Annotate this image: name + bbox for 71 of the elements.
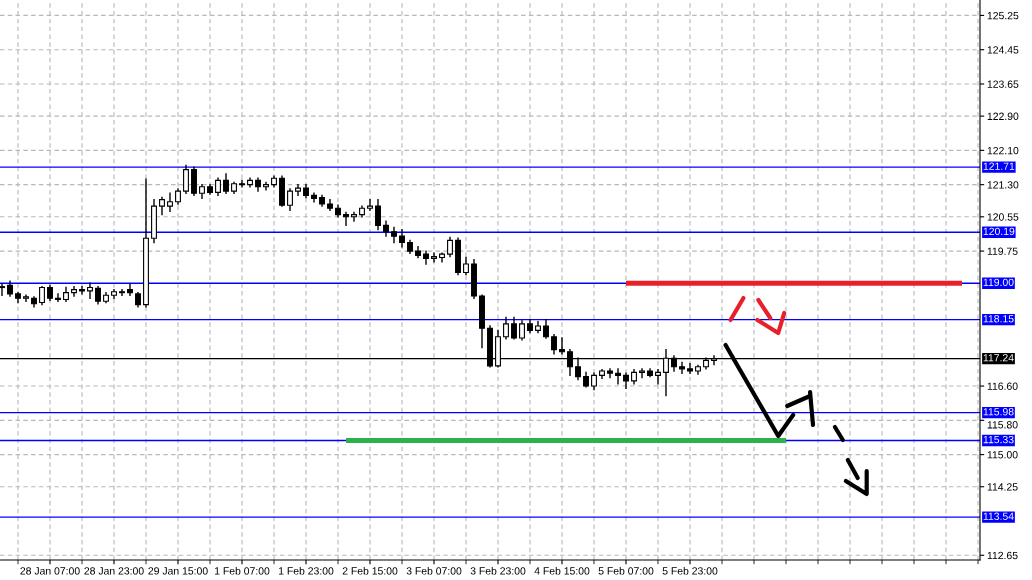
candlestick	[311, 192, 317, 203]
candlestick	[183, 164, 189, 194]
candlestick	[79, 285, 85, 295]
candlestick	[423, 250, 429, 265]
y-tick-label: 115.80	[987, 421, 1018, 429]
candlestick	[367, 198, 373, 212]
candlestick	[375, 198, 381, 231]
candlestick	[295, 183, 301, 197]
x-tick-label: 28 Jan 07:00	[20, 567, 80, 575]
candlestick	[551, 333, 557, 355]
x-tick-label: 2 Feb 15:00	[342, 566, 398, 575]
candlestick	[87, 282, 93, 299]
x-tick-label: 3 Feb 07:00	[406, 566, 462, 575]
candlestick	[71, 285, 77, 297]
y-tick-label: 121.30	[987, 181, 1019, 189]
y-tick-label: 119.75	[987, 247, 1018, 255]
candlestick	[687, 363, 693, 374]
y-tick-label: 116.60	[987, 382, 1018, 390]
y-tick-label: 115.00	[987, 451, 1018, 459]
ref-line-label: 115.33	[983, 435, 1014, 444]
candlestick	[607, 368, 613, 379]
y-tick-label: 122.10	[987, 146, 1019, 155]
ref-line-label: 119.00	[983, 278, 1014, 287]
candlestick	[0, 283, 5, 296]
candlestick	[623, 372, 629, 389]
candlestick	[127, 283, 133, 296]
candlestick	[383, 220, 389, 237]
ref-line-label: 118.15	[983, 315, 1014, 323]
x-tick-label: 29 Jan 15:00	[148, 567, 208, 575]
ref-line-label: 115.98	[983, 408, 1014, 416]
candlestick	[351, 211, 357, 222]
candlestick	[119, 288, 125, 296]
candlestick	[287, 188, 293, 212]
candlestick	[639, 368, 645, 379]
candlestick	[519, 320, 525, 341]
candlestick	[239, 179, 245, 188]
candlestick	[431, 252, 437, 263]
candlestick	[223, 173, 229, 194]
candlestick	[511, 316, 517, 340]
x-tick-label: 28 Jan 23:00	[84, 567, 144, 575]
x-tick-label: 5 Feb 07:00	[598, 566, 654, 575]
y-tick-label: 114.25	[987, 483, 1018, 491]
candlestick	[543, 318, 549, 339]
x-tick-label: 5 Feb 23:00	[662, 566, 718, 575]
candlestick	[55, 293, 61, 302]
x-tick-label: 3 Feb 23:00	[470, 566, 526, 575]
candlestick	[23, 294, 29, 302]
ref-line-label: 117.24	[983, 354, 1014, 362]
y-tick-label: 125.25	[987, 11, 1019, 20]
x-tick-label: 1 Feb 07:00	[215, 566, 270, 575]
candlestick	[263, 181, 269, 191]
candlestick	[679, 361, 685, 374]
candlestick	[447, 236, 453, 258]
candlestick	[391, 226, 397, 244]
x-tick-label: 4 Feb 15:00	[534, 566, 590, 575]
x-tick-label: 1 Feb 23:00	[279, 566, 334, 575]
ref-line-label: 120.19	[983, 227, 1015, 236]
candlestick	[503, 316, 509, 340]
y-tick-label: 120.55	[987, 213, 1019, 221]
candlestick	[559, 337, 565, 355]
y-tick-label: 122.90	[987, 112, 1019, 120]
candlestick	[655, 369, 661, 385]
ref-line-label: 113.54	[983, 512, 1014, 520]
y-tick-label: 112.65	[987, 551, 1018, 560]
candlestick	[191, 166, 197, 197]
candlestick	[167, 192, 173, 212]
candlestick	[615, 368, 621, 385]
y-tick-label: 123.65	[987, 80, 1019, 88]
candlestick	[343, 211, 349, 227]
y-tick-label: 124.45	[987, 46, 1019, 54]
ref-line-label: 121.71	[983, 162, 1015, 170]
